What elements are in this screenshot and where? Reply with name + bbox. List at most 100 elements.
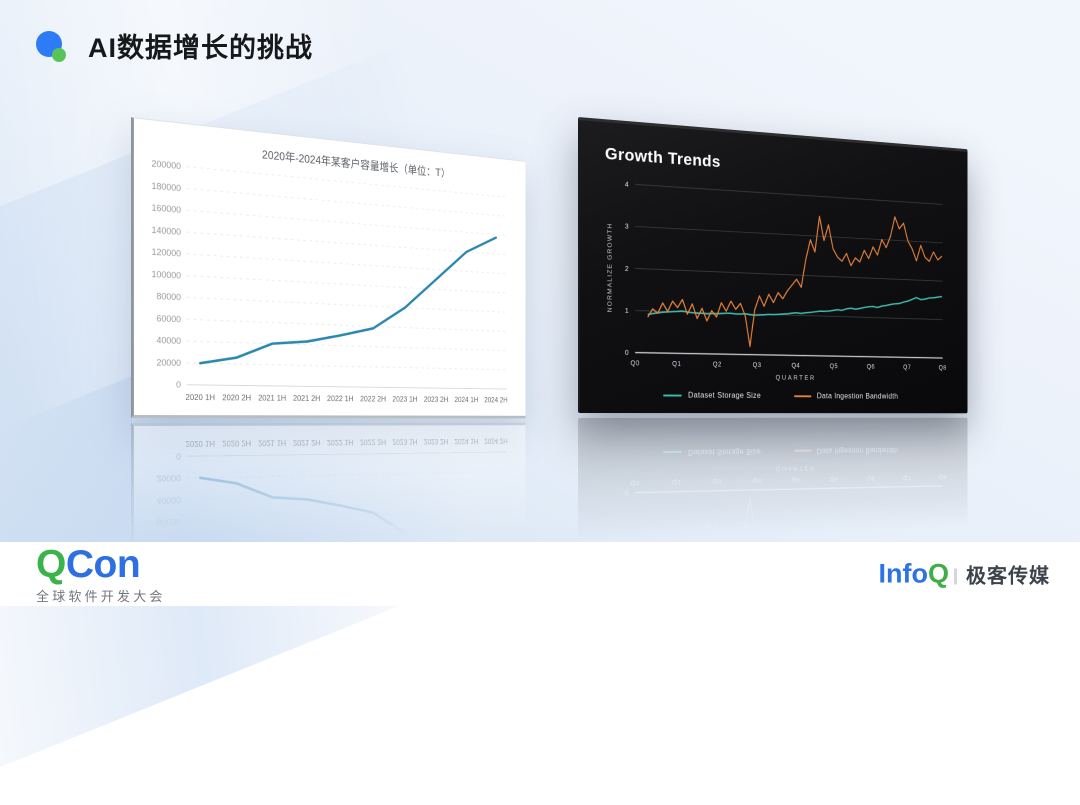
- legend-item-bandwidth: Data Ingestion Bandwidth: [794, 392, 898, 401]
- svg-text:2021 1H: 2021 1H: [258, 438, 286, 448]
- svg-text:2024 1H: 2024 1H: [454, 437, 478, 446]
- svg-text:2021 1H: 2021 1H: [258, 393, 286, 403]
- svg-text:2024 2H: 2024 2H: [484, 437, 507, 446]
- title-bullet-icon: [36, 29, 68, 63]
- chart-legend: Dataset Storage Size Data Ingestion Band…: [603, 442, 949, 464]
- qcon-q: Q: [36, 543, 66, 586]
- svg-text:140000: 140000: [152, 225, 181, 237]
- svg-text:180000: 180000: [152, 181, 181, 194]
- svg-text:Q7: Q7: [903, 474, 911, 481]
- storage-series-label: Dataset Storage Size: [688, 391, 761, 400]
- bandwidth-series-label: Data Ingestion Bandwidth: [817, 446, 898, 455]
- infoq-q: Q: [928, 561, 949, 588]
- slide-title: AI数据增长的挑战: [88, 26, 313, 65]
- storage-series-swatch: [663, 451, 681, 453]
- svg-text:100000: 100000: [152, 269, 181, 281]
- svg-text:Q5: Q5: [830, 363, 838, 370]
- slide-header: AI数据增长的挑战: [36, 26, 313, 65]
- svg-text:Q4: Q4: [792, 476, 801, 483]
- svg-text:0: 0: [176, 380, 181, 390]
- qcon-con: Con: [66, 543, 140, 586]
- svg-text:2020 1H: 2020 1H: [185, 392, 215, 402]
- bandwidth-series-swatch: [794, 450, 811, 452]
- svg-text:4: 4: [625, 180, 629, 189]
- infoq-info: Info: [879, 561, 928, 588]
- svg-text:140000: 140000: [152, 604, 181, 616]
- svg-text:Q0: Q0: [630, 360, 639, 367]
- svg-text:Q4: Q4: [792, 363, 801, 370]
- capacity-chart-title: 2020年-2024年某客户容量增长（单位：T）: [140, 652, 519, 714]
- svg-text:2022 1H: 2022 1H: [327, 438, 354, 448]
- chart-legend: Dataset Storage Size Data Ingestion Band…: [603, 384, 949, 404]
- svg-text:80000: 80000: [157, 291, 182, 302]
- storage-series-swatch: [663, 394, 681, 396]
- bandwidth-series-label: Data Ingestion Bandwidth: [817, 392, 898, 401]
- bandwidth-series-swatch: [794, 395, 811, 397]
- svg-text:Q3: Q3: [753, 477, 762, 484]
- capacity-growth-line-chart: 0200004000060000800001000001200001400001…: [140, 152, 519, 412]
- svg-text:Q7: Q7: [903, 364, 911, 371]
- svg-text:40000: 40000: [157, 335, 182, 346]
- bandwidth-line-series: [648, 202, 942, 350]
- svg-text:Q2: Q2: [713, 477, 722, 484]
- svg-text:4: 4: [625, 643, 629, 650]
- svg-text:180000: 180000: [152, 648, 181, 661]
- x-axis-label: QUARTER: [776, 375, 816, 382]
- svg-text:160000: 160000: [152, 626, 181, 638]
- qcon-subtitle: 全球软件开发大会: [36, 586, 166, 605]
- growth-trends-title: Growth Trends: [605, 643, 949, 687]
- bullet-green-dot: [52, 48, 66, 62]
- svg-text:0: 0: [625, 349, 629, 357]
- svg-text:1: 1: [625, 307, 629, 315]
- svg-text:Q1: Q1: [672, 478, 681, 485]
- svg-text:20000: 20000: [157, 357, 182, 368]
- svg-text:2024 1H: 2024 1H: [454, 395, 478, 404]
- svg-text:Q5: Q5: [830, 475, 838, 482]
- legend-item-bandwidth: Data Ingestion Bandwidth: [794, 446, 898, 455]
- svg-text:3: 3: [625, 222, 629, 231]
- svg-text:Q0: Q0: [630, 479, 639, 486]
- infoq-logo-mark: [954, 568, 957, 584]
- svg-text:2020 2H: 2020 2H: [222, 392, 251, 402]
- svg-text:Q8: Q8: [939, 365, 947, 372]
- svg-text:Q6: Q6: [867, 475, 875, 482]
- svg-text:Q1: Q1: [672, 361, 681, 368]
- svg-text:2020 2H: 2020 2H: [222, 439, 251, 449]
- svg-text:2023 2H: 2023 2H: [424, 395, 449, 404]
- capacity-chart-card-wrap: 2020年-2024年某客户容量增长（单位：T） 0 20000 40000 6000…: [131, 117, 525, 724]
- svg-text:60000: 60000: [157, 313, 182, 324]
- svg-text:Q8: Q8: [939, 473, 947, 480]
- svg-text:2023 1H: 2023 1H: [392, 437, 417, 446]
- svg-text:2022 2H: 2022 2H: [360, 438, 386, 447]
- svg-text:2023 1H: 2023 1H: [392, 394, 417, 403]
- legend-item-storage: Dataset Storage Size: [663, 447, 761, 457]
- infoq-media-label: 极客传媒: [966, 560, 1050, 589]
- svg-text:Q6: Q6: [867, 364, 875, 371]
- svg-text:0: 0: [176, 451, 181, 461]
- svg-text:160000: 160000: [152, 203, 181, 215]
- qcon-wordmark: QCon: [36, 545, 166, 584]
- svg-text:2022 1H: 2022 1H: [327, 394, 354, 404]
- svg-text:Q3: Q3: [753, 362, 762, 369]
- svg-text:2022 2H: 2022 2H: [360, 394, 386, 403]
- svg-text:2020 1H: 2020 1H: [185, 439, 215, 449]
- svg-text:200000: 200000: [152, 670, 181, 683]
- svg-text:2023 2H: 2023 2H: [424, 437, 449, 446]
- svg-text:200000: 200000: [152, 158, 181, 171]
- storage-series-label: Dataset Storage Size: [688, 447, 761, 456]
- svg-text:40000: 40000: [157, 495, 182, 506]
- svg-text:20000: 20000: [157, 473, 182, 484]
- svg-text:Q2: Q2: [713, 361, 722, 368]
- svg-text:2024 2H: 2024 2H: [484, 395, 507, 404]
- svg-text:0: 0: [625, 488, 629, 495]
- svg-text:2021 2H: 2021 2H: [293, 393, 320, 403]
- svg-text:1: 1: [625, 527, 629, 534]
- svg-text:60000: 60000: [157, 517, 182, 528]
